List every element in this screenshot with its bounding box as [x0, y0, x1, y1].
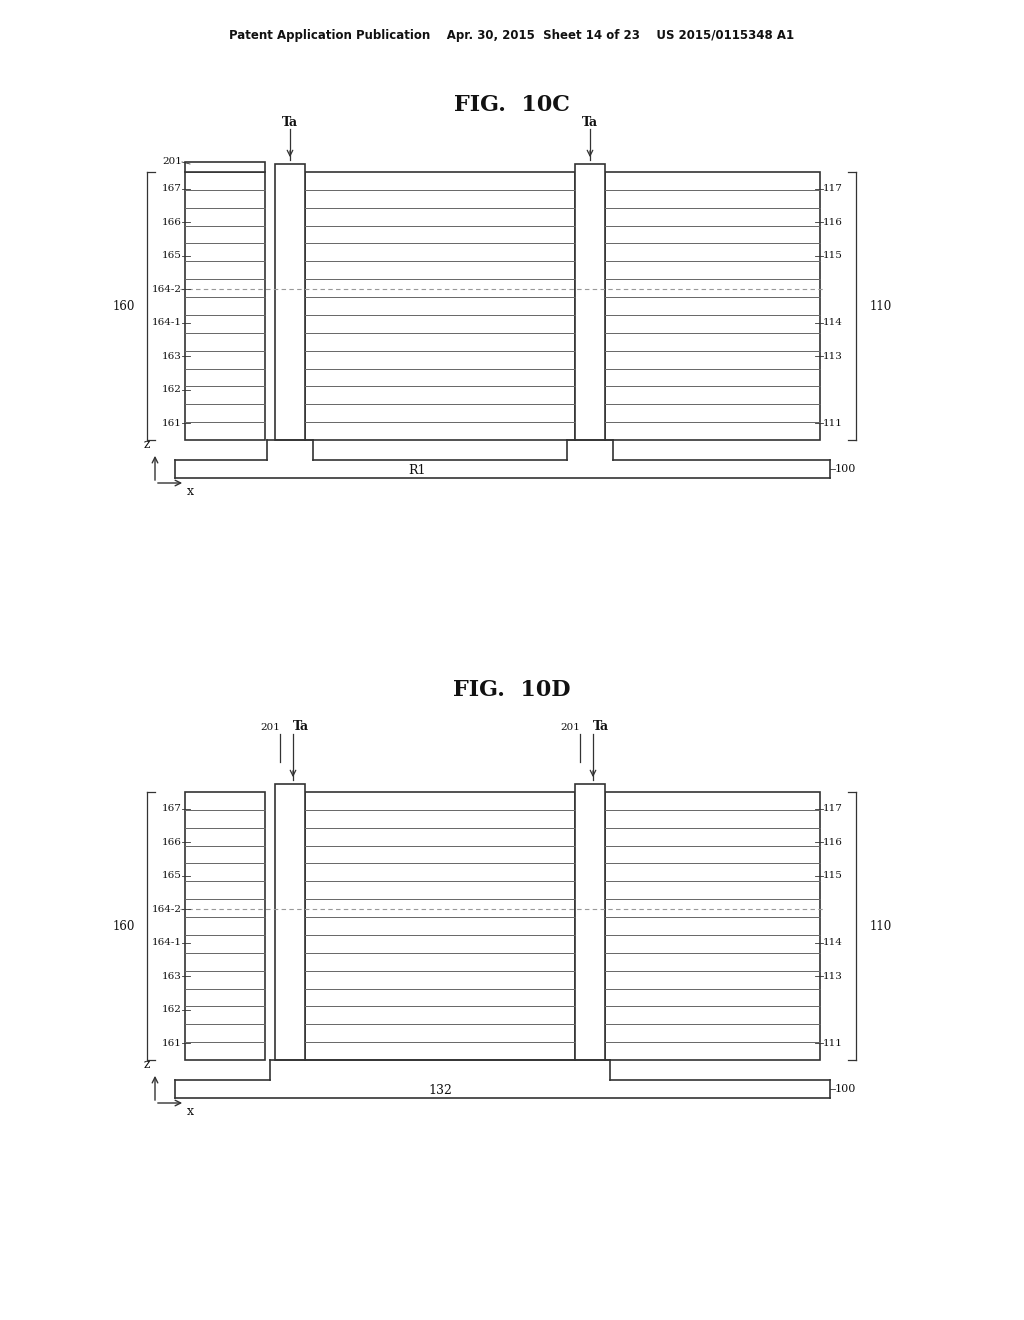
- Text: 167: 167: [162, 185, 182, 193]
- Text: Ta: Ta: [293, 721, 309, 734]
- Text: 165: 165: [162, 871, 182, 880]
- Text: 201: 201: [560, 722, 580, 731]
- Bar: [185, 162, 265, 172]
- Text: 116: 116: [823, 218, 843, 227]
- Text: 164-2: 164-2: [152, 904, 182, 913]
- Text: 111: 111: [823, 1039, 843, 1048]
- Text: 160: 160: [113, 920, 135, 932]
- Text: 117: 117: [823, 804, 843, 813]
- Text: x: x: [187, 484, 194, 498]
- Bar: [575, 784, 605, 1060]
- Text: z: z: [143, 1059, 150, 1071]
- Text: 162: 162: [162, 385, 182, 395]
- Text: 113: 113: [823, 351, 843, 360]
- Bar: [305, 172, 575, 440]
- Text: 114: 114: [823, 318, 843, 327]
- Text: 201: 201: [162, 157, 182, 166]
- Text: R1: R1: [409, 465, 426, 478]
- Bar: [575, 164, 605, 440]
- Text: z: z: [143, 438, 150, 451]
- Text: 110: 110: [870, 920, 892, 932]
- Text: Ta: Ta: [593, 721, 609, 734]
- Text: FIG.  10D: FIG. 10D: [454, 678, 570, 701]
- Text: 163: 163: [162, 351, 182, 360]
- Bar: [605, 172, 820, 440]
- Bar: [305, 792, 575, 1060]
- Bar: [185, 172, 265, 440]
- Text: 115: 115: [823, 871, 843, 880]
- Text: 100: 100: [835, 465, 856, 474]
- Text: 110: 110: [870, 300, 892, 313]
- Text: 164-1: 164-1: [152, 318, 182, 327]
- Bar: [275, 164, 305, 440]
- Text: 160: 160: [113, 300, 135, 313]
- Text: 132: 132: [428, 1085, 452, 1097]
- Bar: [185, 792, 265, 1060]
- Text: 161: 161: [162, 1039, 182, 1048]
- Text: 113: 113: [823, 972, 843, 981]
- Text: x: x: [187, 1105, 194, 1118]
- Text: 163: 163: [162, 972, 182, 981]
- Text: Ta: Ta: [582, 116, 598, 128]
- Bar: [605, 792, 820, 1060]
- Text: 201: 201: [260, 722, 280, 731]
- Text: 117: 117: [823, 185, 843, 193]
- Text: 166: 166: [162, 838, 182, 846]
- Text: 165: 165: [162, 251, 182, 260]
- Text: 164-1: 164-1: [152, 939, 182, 948]
- Text: 166: 166: [162, 218, 182, 227]
- Text: Ta: Ta: [282, 116, 298, 128]
- Text: 162: 162: [162, 1006, 182, 1014]
- Text: 100: 100: [835, 1084, 856, 1094]
- Text: 164-2: 164-2: [152, 285, 182, 294]
- Bar: [275, 784, 305, 1060]
- Text: 116: 116: [823, 838, 843, 846]
- Text: FIG.  10C: FIG. 10C: [454, 94, 570, 116]
- Text: 115: 115: [823, 251, 843, 260]
- Text: 161: 161: [162, 418, 182, 428]
- Text: 114: 114: [823, 939, 843, 948]
- Text: 111: 111: [823, 418, 843, 428]
- Text: Patent Application Publication    Apr. 30, 2015  Sheet 14 of 23    US 2015/01153: Patent Application Publication Apr. 30, …: [229, 29, 795, 41]
- Text: 167: 167: [162, 804, 182, 813]
